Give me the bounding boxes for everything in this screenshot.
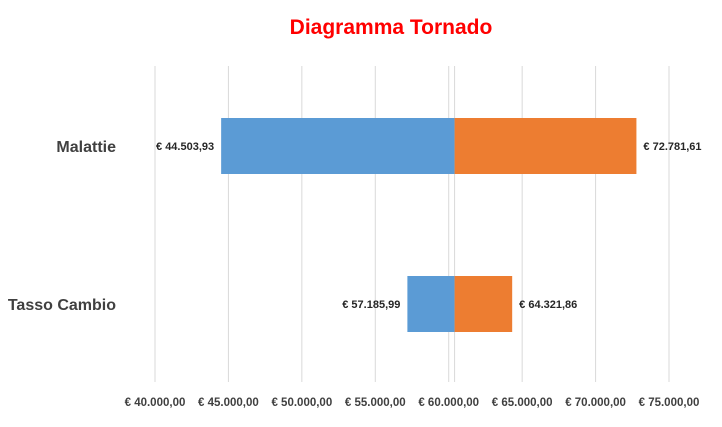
data-label: € 57.185,99 [342,299,400,311]
category-label: Tasso Cambio [8,297,116,314]
bar-low [221,118,455,174]
x-tick-label: € 70.000,00 [565,397,626,409]
bar-low [407,276,455,332]
data-labels: € 44.503,93 € 72.781,61 € 57.185,99 € 64.32… [156,141,702,311]
x-tick-label: € 60.000,00 [418,397,479,409]
x-axis-tick-labels: € 40.000,00 € 45.000,00 € 50.000,00 € 55.00… [125,397,700,409]
x-tick-label: € 55.000,00 [345,397,406,409]
chart-title: Diagramma Tornado [290,16,493,39]
x-tick-label: € 45.000,00 [198,397,259,409]
x-tick-label: € 50.000,00 [271,397,332,409]
x-tick-label: € 40.000,00 [125,397,186,409]
x-tick-label: € 75.000,00 [639,397,700,409]
data-label: € 72.781,61 [643,141,701,153]
x-tick-label: € 65.000,00 [492,397,553,409]
category-labels: Malattie Tasso Cambio [8,139,116,314]
bar-high [454,118,637,174]
data-label: € 64.321,86 [519,299,577,311]
data-label: € 44.503,93 [156,141,214,153]
gridlines [154,66,670,382]
category-label: Malattie [56,139,116,156]
bars [221,118,637,332]
bar-high [454,276,513,332]
